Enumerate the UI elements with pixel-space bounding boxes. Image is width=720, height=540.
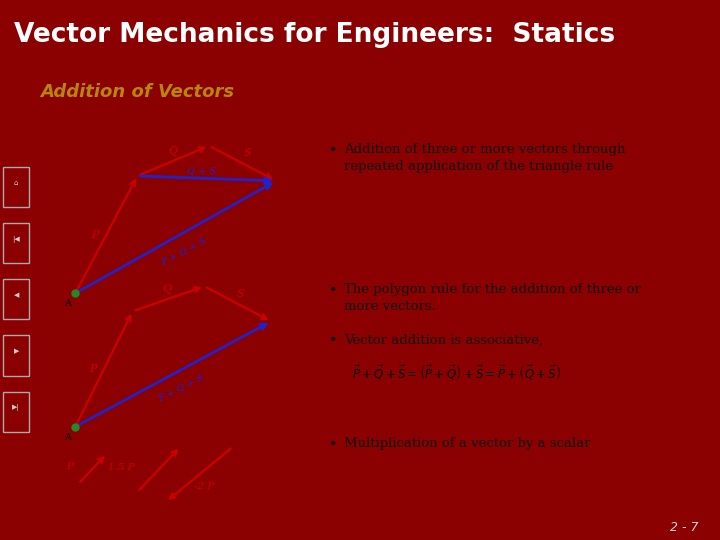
Text: P: P	[91, 230, 99, 240]
Text: Q: Q	[162, 284, 171, 294]
Text: Vector Mechanics for Engineers:  Statics: Vector Mechanics for Engineers: Statics	[14, 22, 616, 48]
Text: •: •	[328, 283, 337, 297]
Bar	[4, 167, 30, 207]
Text: |◀: |◀	[12, 235, 20, 242]
Text: 2 - 7: 2 - 7	[670, 521, 698, 534]
Text: $\vec{P}+\vec{Q}+\vec{S}=\left(\vec{P}+\vec{Q}\right)+\vec{S}=\vec{P}+\left(\vec: $\vec{P}+\vec{Q}+\vec{S}=\left(\vec{P}+\…	[352, 363, 562, 382]
Text: ▶: ▶	[14, 348, 19, 354]
Text: P: P	[66, 462, 73, 471]
Text: A: A	[64, 433, 71, 442]
Bar	[4, 223, 30, 263]
Text: S: S	[243, 148, 251, 158]
Bar	[4, 392, 30, 431]
Text: Q + S: Q + S	[187, 166, 217, 175]
Text: •: •	[328, 333, 337, 347]
Text: A: A	[64, 299, 71, 308]
Text: Q: Q	[168, 146, 178, 156]
Text: S: S	[237, 289, 244, 299]
Text: ◀: ◀	[14, 292, 19, 298]
Text: •: •	[328, 437, 337, 451]
Bar	[4, 335, 30, 375]
Text: ⌂: ⌂	[14, 180, 19, 186]
Text: •: •	[328, 143, 337, 157]
Text: Addition of three or more vectors through
repeated application of the triangle r: Addition of three or more vectors throug…	[343, 143, 625, 173]
Text: -2 P: -2 P	[194, 482, 215, 491]
Text: 1.5 P: 1.5 P	[108, 463, 135, 472]
Text: P + Q + S: P + Q + S	[157, 373, 205, 403]
Text: The polygon rule for the addition of three or
more vectors.: The polygon rule for the addition of thr…	[343, 283, 641, 313]
Text: P + Q + S: P + Q + S	[159, 235, 207, 267]
Text: ▶|: ▶|	[12, 404, 20, 411]
Text: Vector addition is associative,: Vector addition is associative,	[343, 333, 543, 346]
Text: Multiplication of a vector by a scalar: Multiplication of a vector by a scalar	[343, 437, 590, 450]
Text: P: P	[89, 364, 96, 374]
Bar	[4, 279, 30, 319]
Text: Addition of Vectors: Addition of Vectors	[40, 83, 235, 101]
